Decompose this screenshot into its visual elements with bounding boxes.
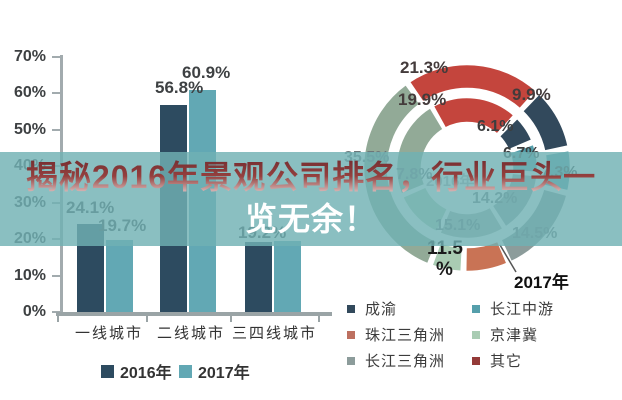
donut-segment-2017年-其它	[407, 62, 539, 112]
y-tick-mark	[52, 128, 60, 131]
y-tick-label: 0%	[22, 303, 46, 320]
x-category-label: 二线城市	[157, 325, 226, 342]
donut-label: 2017年	[514, 273, 569, 292]
x-category-label: 三四线城市	[232, 325, 318, 342]
donut-legend-item: 京津冀	[472, 324, 538, 345]
donut-label: 21.3%	[400, 58, 449, 77]
bar-legend-item: 2017年	[179, 359, 250, 383]
legend-label: 2017年	[198, 365, 250, 382]
donut-label: 19.9%	[398, 90, 447, 109]
donut-label: 9.9%	[512, 85, 551, 104]
donut-segment-2017年-成渝	[520, 91, 571, 154]
y-tick-label: 50%	[13, 120, 46, 138]
legend-swatch	[347, 330, 355, 339]
legend-label: 长江三角洲	[365, 353, 446, 370]
y-tick-label: 60%	[13, 84, 46, 102]
annotation-leader-line	[499, 244, 517, 273]
x-axis-line	[56, 312, 332, 316]
bar-2017年-三四线城市	[274, 240, 301, 312]
legend-label: 长江中游	[490, 301, 555, 318]
legend-swatch	[101, 364, 114, 378]
legend-swatch	[347, 356, 355, 365]
donut-segment-2016年-成渝	[497, 116, 535, 153]
x-tick-mark	[146, 316, 148, 322]
headline-text: 揭秘2016年景观公司排名，行业巨头一 览无余！	[0, 156, 622, 240]
y-tick-mark	[52, 92, 60, 95]
donut-label: 6.1%	[477, 118, 514, 135]
donut-legend-item: 长江中游	[472, 298, 554, 319]
bar-value-label: 56.8%	[155, 78, 204, 97]
x-tick-mark	[318, 316, 320, 322]
legend-swatch	[179, 364, 192, 378]
x-tick-mark	[230, 316, 232, 322]
legend-swatch	[472, 356, 480, 365]
legend-swatch	[347, 304, 355, 313]
legend-swatch	[472, 330, 480, 339]
bar-legend-item: 2016年	[101, 359, 172, 383]
bar-value-label: 60.9%	[182, 63, 231, 82]
headline-band	[0, 152, 622, 246]
y-tick-mark	[52, 274, 60, 277]
donut-label: %	[436, 259, 453, 280]
legend-label: 珠江三角洲	[365, 327, 446, 344]
headline-line1: 揭秘2016年景观公司排名，行业巨头一	[25, 159, 597, 195]
donut-legend-item: 长江三角洲	[347, 350, 445, 371]
y-tick-label: 70%	[13, 48, 46, 65]
y-tick-label: 10%	[13, 266, 46, 284]
y-tick-mark	[52, 56, 60, 58]
legend-label: 京津冀	[490, 327, 539, 344]
headline-line2: 览无余！	[244, 201, 377, 237]
legend-label: 其它	[490, 353, 523, 370]
donut-segment-2016年-其它	[430, 95, 517, 137]
legend-swatch	[472, 304, 480, 313]
legend-label: 成渝	[365, 301, 398, 318]
donut-legend-item: 珠江三角洲	[347, 324, 445, 345]
legend-label: 2016年	[120, 365, 172, 382]
bar-2017年-一线城市	[106, 240, 133, 312]
bar-2016年-三四线城市	[245, 242, 272, 312]
x-category-label: 一线城市	[75, 325, 144, 342]
x-tick-mark	[57, 316, 59, 322]
donut-legend-item: 其它	[472, 350, 522, 371]
donut-legend-item: 成渝	[347, 298, 397, 319]
